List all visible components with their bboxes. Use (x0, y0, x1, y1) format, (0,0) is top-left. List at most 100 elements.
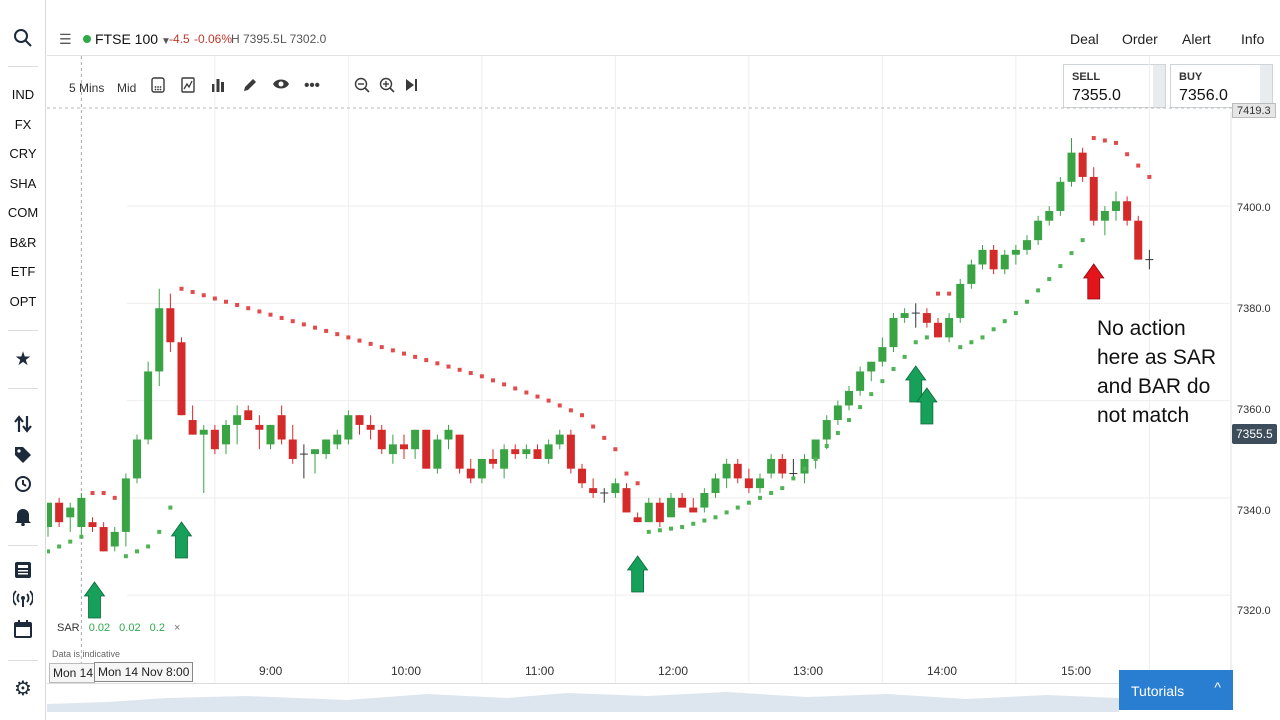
bar-chart-icon[interactable] (209, 77, 227, 97)
y-tick-label: 7400.0 (1237, 202, 1271, 214)
sidebar-item-br[interactable]: B&R (9, 235, 37, 250)
x-tick-label: 10:00 (391, 664, 422, 678)
instrument-header: ☰ FTSE 100 ▼ -4.5 -0.06% H 7395.5 L 7302.… (47, 22, 1280, 56)
hamburger-menu-icon[interactable]: ☰ (59, 31, 72, 47)
candle-body (722, 463, 731, 479)
buy-signal-arrow (170, 521, 193, 559)
pencil-draw-icon[interactable] (241, 77, 259, 97)
candle-body (522, 449, 531, 455)
candle-body (355, 415, 364, 425)
indicators-icon[interactable] (179, 77, 197, 97)
candle-body (544, 444, 553, 459)
top-price-tag: 7419.3 (1232, 103, 1276, 118)
candle-body (489, 458, 497, 464)
sar-dot-red (112, 495, 117, 500)
sar-dot-red (591, 424, 596, 429)
buy-button[interactable]: BUY 7356.0 (1170, 64, 1273, 108)
buy-signal-arrow (916, 387, 938, 425)
sar-dot-green (1047, 277, 1052, 282)
candle-body (878, 347, 887, 362)
candle-body (1112, 201, 1120, 211)
sidebar-item-com[interactable]: COM (7, 205, 39, 220)
search-icon[interactable] (0, 28, 46, 53)
sar-dot-green (802, 466, 807, 471)
sar-dot-red (568, 408, 573, 413)
remove-indicator-icon[interactable]: × (174, 622, 181, 634)
sidebar-item-etf[interactable]: ETF (10, 264, 36, 279)
candle-body (455, 434, 464, 469)
candle-body (1078, 152, 1087, 177)
zoom-in-icon[interactable] (378, 77, 396, 97)
sidebar-item-sha[interactable]: SHA (9, 176, 37, 191)
sidebar-item-ind[interactable]: IND (11, 87, 35, 102)
history-icon[interactable] (0, 475, 46, 498)
candle-body (578, 468, 586, 484)
candle-body (266, 424, 275, 445)
price-change: -4.5 (169, 32, 190, 46)
candle-body (655, 502, 664, 523)
transfer-arrows-icon[interactable] (0, 414, 46, 439)
eye-icon[interactable] (272, 77, 290, 95)
sar-dot-green (135, 549, 139, 554)
sar-dot-red (457, 367, 462, 372)
news-icon[interactable] (0, 561, 46, 584)
chevron-down-icon: ▼ (161, 36, 171, 47)
price-chart[interactable] (47, 56, 1280, 683)
sar-dot-red (301, 322, 306, 327)
broadcast-icon[interactable] (0, 590, 46, 613)
sar-dot-red (479, 374, 484, 379)
info-link[interactable]: Info (1241, 31, 1265, 47)
interval-selector[interactable]: 5 Mins (69, 81, 105, 95)
sar-dot-red (1136, 163, 1141, 168)
sar-dot-red (491, 378, 495, 383)
market-open-indicator (83, 35, 91, 43)
instrument-selector[interactable]: FTSE 100 ▼ (95, 31, 171, 47)
chart-type-icon[interactable] (149, 77, 167, 97)
scroll-to-latest-icon[interactable] (402, 77, 420, 97)
sidebar-item-cry[interactable]: CRY (9, 146, 37, 161)
x-tick-label: 13:00 (793, 664, 824, 678)
candle-body (155, 308, 164, 372)
sar-dot-red (936, 291, 940, 296)
star-icon[interactable]: ★ (14, 349, 32, 370)
candle-body (255, 424, 264, 430)
tag-icon[interactable] (0, 446, 46, 469)
candle-body (1011, 249, 1020, 255)
zoom-out-icon[interactable] (353, 77, 371, 97)
more-options-icon[interactable]: ••• (304, 77, 320, 94)
price-type-selector[interactable]: Mid (117, 81, 137, 95)
sar-dot-green (1080, 238, 1085, 243)
sar-dot-red (613, 447, 618, 452)
candle-body (133, 439, 141, 479)
sar-dot-red (557, 403, 562, 408)
alert-link[interactable]: Alert (1182, 31, 1211, 47)
sar-indicator-legend[interactable]: SAR 0.02 0.02 0.2 × (57, 622, 180, 634)
range-navigator[interactable] (47, 683, 1119, 712)
calendar-icon[interactable] (0, 620, 46, 643)
sar-dot-green (847, 418, 851, 423)
candle-body (1100, 210, 1109, 221)
sell-button[interactable]: SELL 7355.0 (1063, 64, 1166, 108)
sar-dot-red (313, 325, 317, 330)
sar-dot-green (657, 528, 662, 533)
candle-body (978, 249, 987, 265)
candle-body (678, 497, 687, 508)
sidebar-item-fx[interactable]: FX (14, 117, 32, 132)
candle-body (733, 463, 742, 479)
sar-dot-green (858, 405, 863, 410)
settings-gear-icon[interactable]: ⚙ (14, 678, 32, 700)
chevron-up-icon: ^ (1214, 679, 1221, 695)
candle-body (1023, 240, 1031, 250)
sar-dot-green (1025, 299, 1029, 304)
order-link[interactable]: Order (1122, 31, 1158, 47)
buy-signal-arrow (83, 581, 106, 619)
bell-icon[interactable] (0, 506, 46, 531)
session-low: L 7302.0 (280, 32, 327, 46)
tutorials-button[interactable]: Tutorials ^ (1119, 670, 1233, 710)
deal-link[interactable]: Deal (1070, 31, 1099, 47)
sar-dot-red (357, 338, 362, 343)
sar-dot-red (1091, 136, 1096, 141)
candle-body (1056, 181, 1065, 211)
sidebar-item-opt[interactable]: OPT (9, 294, 37, 309)
candle-body (1000, 254, 1009, 270)
